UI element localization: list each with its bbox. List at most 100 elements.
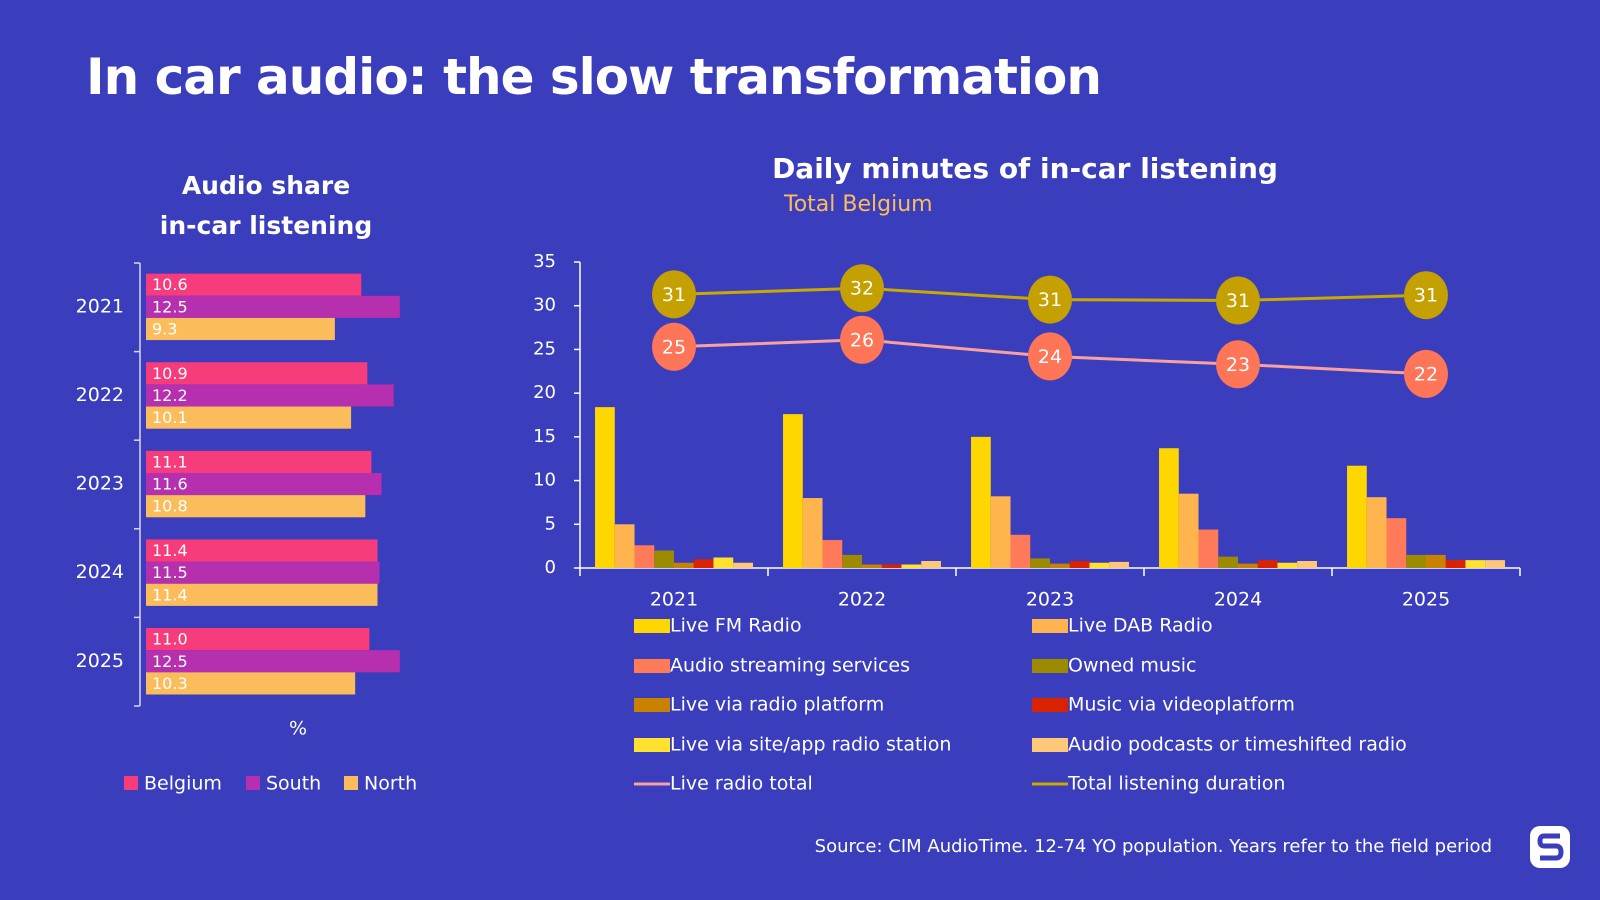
y-tick-label: 20 — [533, 382, 556, 403]
y-tick-label: 25 — [533, 338, 556, 359]
bar — [1089, 562, 1110, 568]
legend-swatch — [634, 738, 670, 752]
legend-swatch — [124, 776, 138, 790]
chart-subtitle: Total Belgium — [784, 192, 933, 217]
bar — [1445, 560, 1466, 568]
source-note: Source: CIM AudioTime. 12-74 YO populati… — [814, 836, 1492, 857]
bar — [862, 564, 882, 568]
legend-swatch — [634, 619, 670, 633]
bar — [881, 564, 902, 568]
bar — [1198, 529, 1219, 568]
bar — [1050, 563, 1070, 568]
y-tick-label: 2025 — [76, 650, 124, 672]
data-label: 26 — [850, 329, 874, 351]
x-tick-label: 2025 — [1402, 589, 1450, 611]
bar — [1030, 558, 1050, 568]
data-label: 31 — [1038, 289, 1062, 311]
legend-label: Live DAB Radio — [1068, 615, 1213, 637]
marker — [652, 322, 696, 371]
y-tick-label: 10 — [533, 470, 556, 491]
y-tick-label: 2021 — [76, 295, 124, 317]
data-label: 23 — [1226, 354, 1250, 376]
legend-swatch — [1032, 619, 1068, 633]
y-tick-label: 30 — [533, 295, 556, 316]
logo — [1530, 826, 1570, 868]
data-label: 11.4 — [152, 541, 188, 560]
data-label: 11.4 — [152, 585, 188, 604]
legend-swatch — [1032, 738, 1068, 752]
legend-swatch — [1032, 659, 1068, 673]
bar — [1277, 562, 1298, 568]
data-label: 10.9 — [152, 364, 188, 383]
y-tick-label: 5 — [545, 513, 556, 534]
y-tick-label: 35 — [533, 251, 556, 272]
bar — [146, 450, 372, 473]
bar — [146, 495, 366, 518]
legend-label: Live via radio platform — [670, 694, 884, 716]
bar — [921, 561, 941, 568]
data-label: 10.3 — [152, 674, 188, 693]
legend-label: Belgium — [144, 773, 222, 795]
marker — [1404, 349, 1448, 398]
bar — [971, 436, 991, 568]
legend-label: Live radio total — [670, 773, 813, 795]
bar — [634, 545, 655, 568]
bar — [842, 554, 862, 568]
data-label: 11.1 — [152, 452, 188, 471]
data-label: 31 — [1226, 290, 1250, 312]
bar — [1109, 561, 1129, 568]
bar — [146, 628, 370, 651]
data-label: 31 — [662, 284, 686, 306]
bar — [146, 472, 382, 496]
bar — [146, 539, 378, 562]
bar — [1010, 534, 1031, 568]
bar — [595, 407, 615, 568]
bar — [146, 362, 368, 385]
legend-swatch — [634, 698, 670, 712]
bar — [1257, 560, 1278, 568]
bar — [146, 384, 394, 407]
data-label: 24 — [1038, 346, 1062, 368]
data-label: 22 — [1414, 363, 1438, 385]
bar — [733, 562, 753, 568]
legend-label: Live via site/app radio station — [670, 734, 951, 756]
bar — [1178, 493, 1199, 568]
marker — [840, 264, 884, 313]
bar — [1159, 448, 1179, 568]
bar — [146, 273, 362, 296]
bar — [1069, 561, 1090, 568]
bar — [783, 414, 803, 568]
bar — [1297, 561, 1317, 568]
marker — [840, 315, 884, 364]
data-label: 12.5 — [152, 652, 188, 671]
bar — [146, 672, 356, 695]
x-tick-label: 2023 — [1026, 589, 1074, 611]
legend-swatch — [634, 659, 670, 673]
bar — [901, 564, 922, 568]
y-tick-label: 15 — [533, 426, 556, 447]
bar — [1238, 563, 1258, 568]
bar — [1426, 554, 1446, 568]
legend-label: Audio podcasts or timeshifted radio — [1068, 734, 1407, 756]
y-tick-label: 2023 — [76, 473, 124, 495]
bar — [1218, 556, 1238, 568]
data-label: 10.6 — [152, 275, 188, 294]
bar — [146, 561, 380, 584]
legend-label: Audio streaming services — [670, 655, 910, 677]
marker — [1216, 340, 1260, 389]
bar — [802, 498, 823, 568]
bar — [674, 562, 694, 568]
legend-swatch — [344, 776, 358, 790]
x-tick-label: 2024 — [1214, 589, 1262, 611]
bar — [1366, 497, 1387, 568]
bar — [822, 540, 843, 568]
bar — [1347, 465, 1367, 568]
y-tick-label: 2024 — [76, 561, 124, 583]
data-label: 11.6 — [152, 475, 188, 494]
y-tick-label: 2022 — [76, 384, 124, 406]
legend-swatch — [1032, 698, 1068, 712]
data-label: 31 — [1414, 285, 1438, 307]
bar — [990, 496, 1011, 568]
